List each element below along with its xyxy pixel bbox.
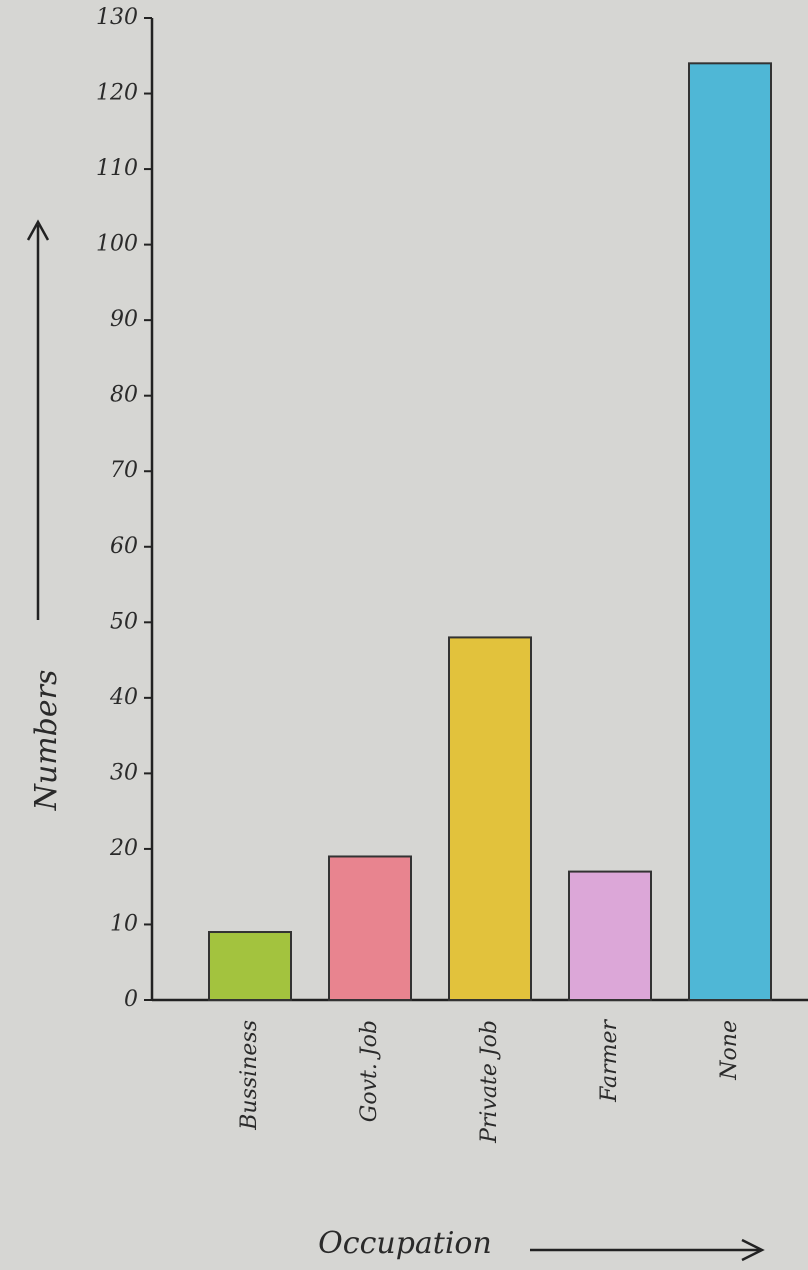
y-tick-label: 20 xyxy=(109,836,138,861)
y-tick-label: 120 xyxy=(96,81,138,106)
x-tick-label: None xyxy=(717,1020,742,1081)
x-tick-label: Farmer xyxy=(597,1019,622,1103)
y-arrow-head xyxy=(26,219,50,241)
y-tick-label: 90 xyxy=(110,307,138,332)
x-tick-label: Private Job xyxy=(477,1020,502,1144)
y-tick-label: 80 xyxy=(110,383,138,408)
y-tick-label: 30 xyxy=(110,760,138,785)
y-axis-label: Numbers xyxy=(29,670,64,812)
y-tick-label: 50 xyxy=(110,609,138,634)
y-tick-label: 60 xyxy=(110,534,138,559)
y-tick-label: 10 xyxy=(110,911,138,936)
y-tick-label: 0 xyxy=(124,987,138,1012)
x-tick-label: Bussiness xyxy=(237,1020,262,1131)
x-arrow-head xyxy=(741,1238,765,1262)
y-tick-label: 70 xyxy=(110,458,138,483)
y-tick-label: 100 xyxy=(96,232,138,257)
bar xyxy=(688,62,772,1002)
y-tick-label: 110 xyxy=(96,156,138,181)
y-tick-label: 40 xyxy=(109,685,138,710)
y-tick-label: 130 xyxy=(96,5,138,30)
bar xyxy=(568,870,652,1001)
x-tick-label: Govt. Job xyxy=(357,1020,382,1122)
bar xyxy=(448,636,532,1002)
bar xyxy=(208,931,292,1001)
x-axis-label: Occupation xyxy=(318,1226,492,1261)
bar xyxy=(328,855,412,1001)
